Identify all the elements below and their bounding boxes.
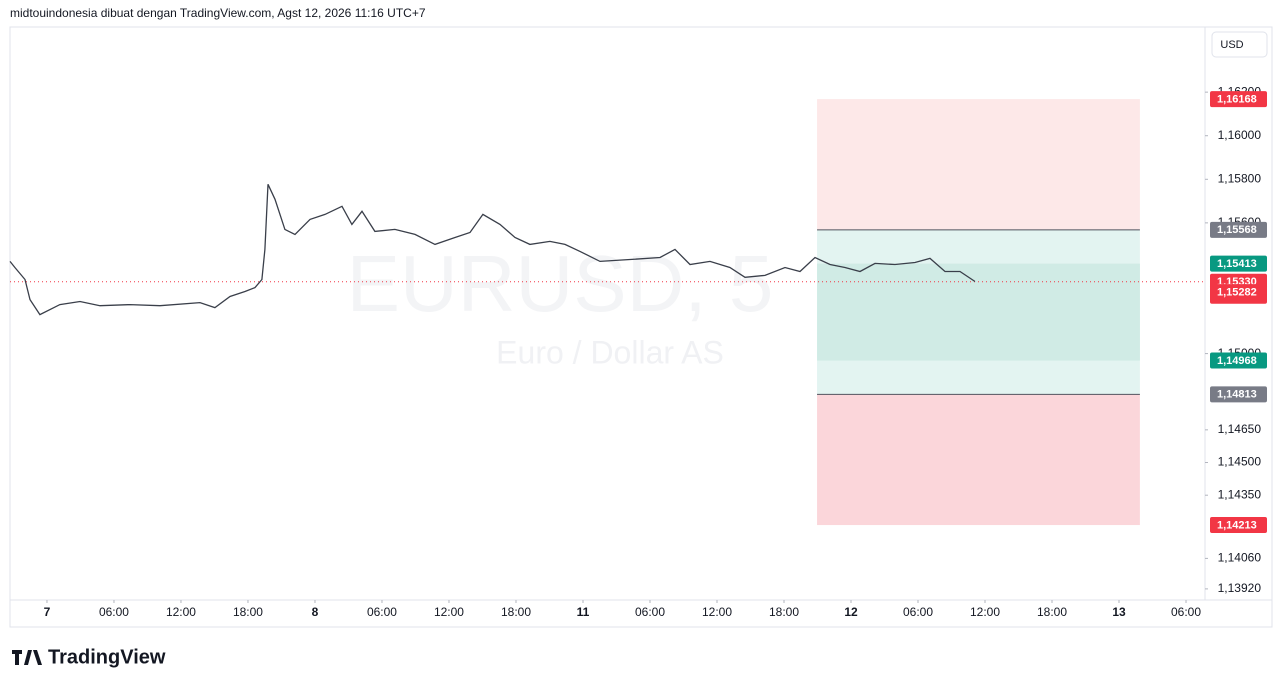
header: midtouindonesia dibuat dengan TradingVie…	[10, 6, 426, 20]
logo: TradingView	[12, 646, 166, 668]
position-zone	[817, 99, 1140, 230]
y-tick-label: 1,14350	[1218, 487, 1262, 501]
price-badge	[1210, 91, 1267, 108]
y-tick-label: 1,13920	[1218, 581, 1262, 595]
x-tick-label: 11	[577, 605, 590, 619]
price-badge	[1210, 517, 1267, 534]
price-badge-label: 1,14813	[1217, 389, 1257, 401]
price-badge	[1210, 255, 1267, 272]
logo-text: TradingView	[48, 646, 166, 668]
currency-button[interactable]	[1211, 31, 1268, 58]
x-tick-label: 18:00	[233, 605, 263, 619]
position-zone	[817, 394, 1140, 526]
x-tick-label: 06:00	[367, 605, 397, 619]
price-badge-label: 1,15282	[1217, 287, 1257, 299]
y-tick-label: 1,15800	[1218, 171, 1262, 185]
logo-icon	[12, 650, 42, 665]
x-tick-label: 12:00	[434, 605, 464, 619]
price-badge-label: 1,15568	[1217, 224, 1257, 236]
x-tick-label: 06:00	[903, 605, 933, 619]
price-badge	[1210, 352, 1267, 369]
price-badge	[1210, 284, 1267, 301]
x-tick-label: 06:00	[99, 605, 129, 619]
x-tick-label: 12	[844, 605, 858, 619]
x-tick-label: 12:00	[970, 605, 1000, 619]
watermark-description: Euro / Dollar AS	[496, 334, 724, 370]
frame	[9, 26, 1273, 628]
x-tick-label: 06:00	[635, 605, 665, 619]
x-tick-label: 7	[44, 605, 51, 619]
x-tick-label: 18:00	[501, 605, 531, 619]
x-tick-label: 18:00	[1037, 605, 1067, 619]
y-tick-label: 1,14500	[1218, 455, 1262, 469]
x-tick-label: 8	[312, 605, 319, 619]
y-tick-label: 1,14650	[1218, 422, 1262, 436]
price-badge-label: 1,14213	[1217, 519, 1257, 531]
x-tick-label: 12:00	[166, 605, 196, 619]
price-badge-label: 1,14968	[1217, 355, 1257, 367]
currency-label: USD	[1220, 39, 1243, 51]
x-tick-label: 06:00	[1171, 605, 1201, 619]
price-line	[9, 184, 976, 316]
position-zone	[817, 263, 1140, 361]
x-tick-label: 18:00	[769, 605, 799, 619]
price-badge-label: 1,16168	[1217, 94, 1257, 106]
watermark-symbol: EURUSD, 5	[347, 239, 774, 328]
x-tick-label: 12:00	[702, 605, 732, 619]
price-badge	[1210, 221, 1267, 238]
price-badge	[1210, 386, 1267, 403]
x-tick-label: 13	[1112, 605, 1126, 619]
price-badge-label: 1,15413	[1217, 258, 1257, 270]
y-tick-label: 1,14060	[1218, 551, 1262, 565]
y-tick-label: 1,16000	[1218, 128, 1262, 142]
